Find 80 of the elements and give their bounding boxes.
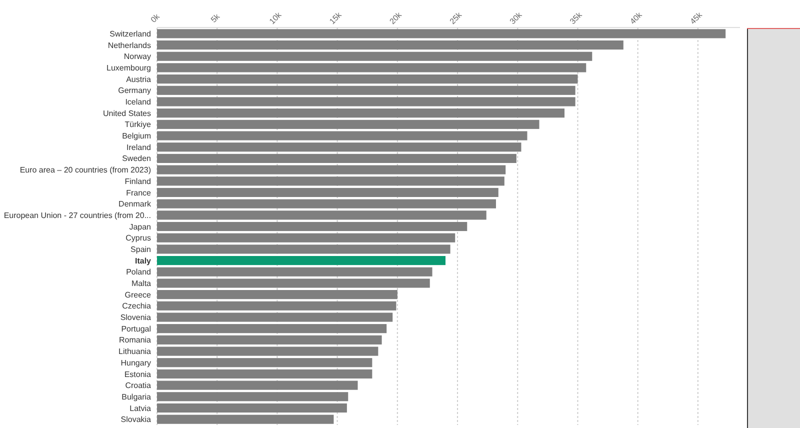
bar xyxy=(157,86,576,95)
y-tick-label: Czechia xyxy=(122,302,152,311)
bar xyxy=(157,392,348,402)
y-tick-label: Hungary xyxy=(120,358,151,368)
bar xyxy=(157,278,430,288)
bar xyxy=(157,346,378,356)
bar xyxy=(157,199,496,208)
bar xyxy=(157,380,358,390)
bar xyxy=(157,324,387,334)
bar xyxy=(157,120,540,129)
y-tick-label: Lithuania xyxy=(118,347,152,356)
bar xyxy=(157,142,522,152)
bar xyxy=(157,312,393,322)
y-tick-label: Luxembourg xyxy=(106,64,151,72)
bar xyxy=(157,267,432,276)
y-tick-label: Slovakia xyxy=(120,415,152,424)
bar xyxy=(157,63,586,72)
bar xyxy=(157,335,382,344)
y-tick-label: Bulgaria xyxy=(122,392,152,402)
y-tick-label: Portugal xyxy=(121,324,152,334)
y-tick-label: Italy xyxy=(134,256,152,266)
bar xyxy=(157,290,398,300)
bar xyxy=(157,358,372,368)
y-tick-label: Belgium xyxy=(122,132,152,141)
bar xyxy=(157,97,576,106)
bar xyxy=(157,233,456,242)
y-tick-label: Denmark xyxy=(118,200,152,209)
y-tick-label: Slovenia xyxy=(120,313,152,322)
y-tick-label: France xyxy=(126,188,152,198)
bar xyxy=(157,154,516,163)
y-tick-label: United States xyxy=(102,108,151,118)
y-tick-label: Romania xyxy=(118,336,152,345)
bar xyxy=(157,369,372,378)
bar xyxy=(157,52,592,61)
bar xyxy=(157,108,564,118)
y-tick-label: Finland xyxy=(124,176,151,186)
y-tick-label: Norway xyxy=(124,52,151,62)
bar xyxy=(157,165,506,174)
y-tick-label: Iceland xyxy=(125,98,151,107)
y-tick-label: Spain xyxy=(130,244,151,254)
x-tick-label: 25k xyxy=(448,10,464,26)
bar xyxy=(157,131,528,140)
x-tick-label: 35k xyxy=(568,10,584,26)
y-tick-label: European Union - 27 countries (from 20... xyxy=(4,210,151,220)
y-tick-label: Malta xyxy=(131,279,152,288)
y-tick-label: Türkiye xyxy=(124,120,152,130)
y-tick-label: Sweden xyxy=(122,154,151,164)
y-tick-label: Ireland xyxy=(126,142,151,152)
y-tick-label: Netherlands xyxy=(108,40,151,50)
x-tick-label: 45k xyxy=(688,10,705,26)
y-tick-label: Poland xyxy=(126,268,151,277)
x-tick-label: 20k xyxy=(388,10,404,26)
y-tick-label: Greece xyxy=(124,290,152,300)
y-tick-label: Croatia xyxy=(125,381,152,390)
bar xyxy=(157,403,347,413)
x-tick-label: 5k xyxy=(209,11,222,24)
bar xyxy=(157,188,498,198)
x-tick-label: 15k xyxy=(328,10,344,26)
bar xyxy=(157,40,624,50)
bar xyxy=(157,210,486,220)
x-tick-label: 30k xyxy=(508,10,524,26)
bar xyxy=(157,29,726,38)
bar xyxy=(157,176,504,186)
y-tick-label: Japan xyxy=(129,222,151,232)
x-tick-label: 0k xyxy=(149,11,162,24)
bar xyxy=(157,74,578,84)
y-tick-label: Euro area – 20 countries (from 2023) xyxy=(20,166,152,175)
x-tick-label: 40k xyxy=(628,10,645,26)
bar xyxy=(157,222,468,232)
bar xyxy=(157,414,334,424)
y-tick-label: Austria xyxy=(126,74,152,84)
y-tick-label: Switzerland xyxy=(110,29,151,38)
bar xyxy=(157,244,450,254)
y-tick-label: Cyprus xyxy=(126,234,151,243)
bar xyxy=(157,256,446,266)
y-tick-label: Germany xyxy=(118,86,151,96)
x-tick-label: 10k xyxy=(268,10,284,26)
y-tick-label: Latvia xyxy=(130,404,152,413)
y-tick-label: Estonia xyxy=(124,370,152,379)
bar xyxy=(157,301,396,310)
